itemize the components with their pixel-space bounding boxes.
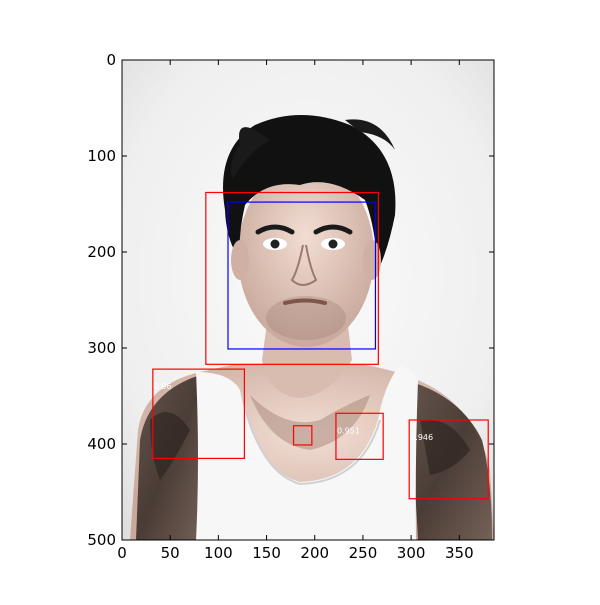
x-tick-label: 250 [349, 544, 378, 562]
face [238, 163, 374, 347]
y-tick-label: 0 [106, 51, 116, 69]
x-tick-label: 300 [397, 544, 426, 562]
detection-score-label: 0.951 [337, 426, 360, 435]
y-tick-label: 500 [87, 531, 116, 549]
detection-box [335, 412, 384, 460]
left-pupil [270, 239, 280, 249]
y-tick-label: 300 [87, 339, 116, 357]
detection-boxes: 0.96 0.951 0.946 [152, 191, 489, 500]
axes: 0 50 100 150 200 250 300 350 0 100 200 300 400 500 [87, 51, 495, 562]
left-eyebrow [255, 224, 295, 235]
mouth [283, 298, 327, 305]
detection-box [408, 419, 489, 500]
hair [223, 115, 396, 270]
x-tick-label: 50 [161, 544, 180, 562]
right-eyebrow [313, 224, 353, 235]
left-ear [231, 240, 249, 280]
stubble [266, 296, 346, 340]
x-tick-label: 350 [445, 544, 474, 562]
right-pupil [328, 239, 338, 249]
detection-box [152, 368, 245, 459]
chest-tattoo [250, 395, 370, 450]
y-tick-label: 400 [87, 435, 116, 453]
y-tick-label: 100 [87, 147, 116, 165]
nose [290, 244, 318, 286]
axes-frame [121, 59, 495, 541]
y-tick-label: 200 [87, 243, 116, 261]
ground-truth-box [227, 201, 377, 350]
right-ear [363, 240, 381, 280]
x-tick-label: 0 [117, 544, 127, 562]
x-tick-label: 150 [252, 544, 281, 562]
detection-box [292, 425, 313, 446]
x-tick-label: 200 [300, 544, 329, 562]
tank-top [196, 365, 418, 540]
detection-score-label: 0.96 [154, 382, 172, 391]
detection-score-label: 0.946 [410, 433, 433, 442]
portrait-photo [122, 60, 494, 540]
x-tick-label: 100 [204, 544, 233, 562]
tank-top-neckline [241, 391, 381, 486]
detection-box [205, 191, 379, 365]
